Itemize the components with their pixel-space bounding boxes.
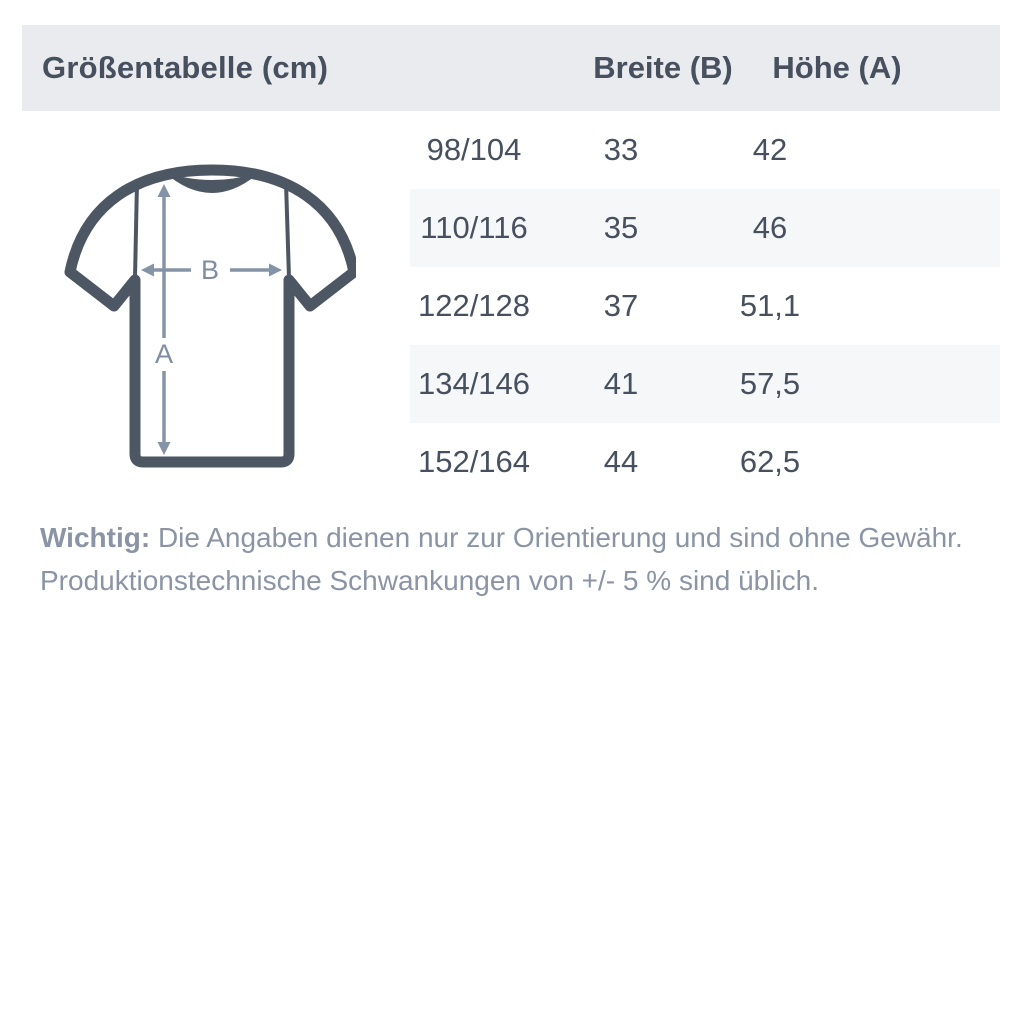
size-cell: 134/146 bbox=[417, 366, 531, 401]
breite-cell: 44 bbox=[603, 444, 639, 479]
hoehe-cell: 42 bbox=[752, 132, 788, 167]
hoehe-cell: 57,5 bbox=[739, 366, 801, 401]
breite-cell: 33 bbox=[603, 132, 639, 167]
breite-cell: 37 bbox=[603, 288, 639, 323]
height-arrow-head-bottom bbox=[157, 442, 171, 455]
size-cell: 98/104 bbox=[426, 132, 522, 167]
table-row: 134/146 41 57,5 bbox=[410, 345, 1000, 423]
disclaimer-label: Wichtig: bbox=[40, 522, 151, 553]
disclaimer-note: Wichtig: Die Angaben dienen nur zur Orie… bbox=[40, 516, 980, 602]
breite-cell: 41 bbox=[603, 366, 639, 401]
size-chart-header-band: Größentabelle (cm) Breite (B) Höhe (A) bbox=[22, 25, 1000, 111]
table-row: 98/104 33 42 bbox=[410, 111, 1000, 189]
hoehe-cell: 51,1 bbox=[739, 288, 801, 323]
size-table: 98/104 33 42 110/116 35 46 122/128 37 51… bbox=[410, 111, 1000, 501]
tshirt-outline-icon bbox=[64, 164, 356, 468]
breite-cell: 35 bbox=[603, 210, 639, 245]
tshirt-right-seam bbox=[284, 180, 291, 280]
disclaimer-line2: Produktionstechnische Schwankungen von +… bbox=[40, 565, 820, 596]
tshirt-collar-icon bbox=[164, 172, 260, 193]
size-cell: 110/116 bbox=[420, 210, 528, 245]
size-cell: 152/164 bbox=[417, 444, 531, 479]
hoehe-cell: 46 bbox=[752, 210, 788, 245]
height-label: A bbox=[155, 339, 173, 369]
size-cell: 122/128 bbox=[417, 288, 531, 323]
width-arrow-head-right bbox=[269, 263, 282, 277]
width-label: B bbox=[201, 255, 219, 285]
tshirt-diagram-icon: A B bbox=[64, 164, 356, 468]
hoehe-cell: 62,5 bbox=[739, 444, 801, 479]
tshirt-left-seam bbox=[133, 180, 139, 280]
table-row: 110/116 35 46 bbox=[410, 189, 1000, 267]
table-row: 122/128 37 51,1 bbox=[410, 267, 1000, 345]
column-header-hoehe: Höhe (A) bbox=[772, 50, 902, 85]
column-header-breite: Breite (B) bbox=[593, 50, 733, 85]
height-arrow-head-top bbox=[157, 184, 171, 197]
tshirt-measurement-diagram: A B bbox=[64, 162, 356, 472]
page-title: Größentabelle (cm) bbox=[42, 50, 329, 85]
width-arrow-head-left bbox=[141, 263, 154, 277]
table-row: 152/164 44 62,5 bbox=[410, 423, 1000, 501]
disclaimer-line1: Die Angaben dienen nur zur Orientierung … bbox=[157, 522, 963, 553]
